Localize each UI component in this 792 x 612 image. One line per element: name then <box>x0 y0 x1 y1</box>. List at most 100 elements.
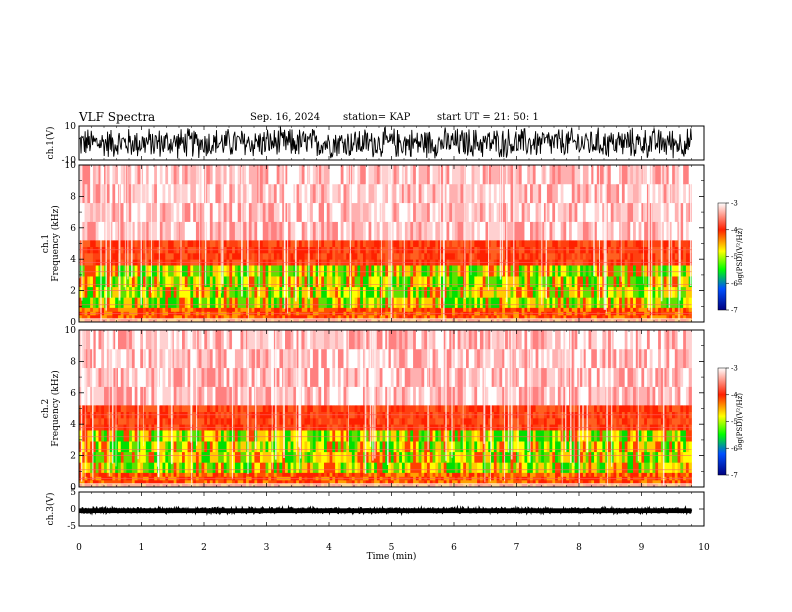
spectrogram-cell <box>215 472 219 477</box>
spectrogram-cell <box>685 286 690 298</box>
spectrogram-cell <box>87 330 91 350</box>
spectrogram-cell <box>488 202 492 222</box>
spectrogram-cell <box>162 183 166 204</box>
spectrogram-cell <box>599 307 603 312</box>
spectrogram-cell <box>663 252 667 260</box>
spectrogram-cell <box>465 221 470 241</box>
spectrogram-cell <box>112 265 116 277</box>
spectrogram-cell <box>552 297 556 309</box>
spectrogram-cell <box>159 240 163 248</box>
spectrogram-cell <box>106 307 111 312</box>
spectrogram-cell <box>140 430 144 442</box>
spectrogram-cell <box>619 265 623 277</box>
spectrogram-cell <box>435 221 439 241</box>
spectrogram-cell <box>530 307 534 312</box>
spectrogram-cell <box>346 165 350 185</box>
spectrogram-cell <box>452 183 456 204</box>
spectrogram-cell <box>95 297 99 309</box>
spectrogram-cell <box>162 276 166 288</box>
spectrogram-cell <box>226 430 230 442</box>
spectrogram-cell <box>588 165 592 185</box>
spectrogram-cell <box>368 276 372 288</box>
spectrogram-cell <box>126 430 130 442</box>
spectrogram-cell <box>304 367 308 387</box>
spectrogram-cell <box>616 221 620 241</box>
spectrogram-cell <box>493 252 498 260</box>
spectrogram-cell <box>312 265 317 277</box>
spectrogram-cell <box>187 348 191 369</box>
spectrogram-cell <box>471 165 475 185</box>
spectrogram-cell <box>115 276 119 288</box>
spectrogram-cell <box>112 297 116 309</box>
spectrogram-cell <box>479 252 484 260</box>
spectrogram-cell <box>304 405 308 413</box>
spectrogram-cell <box>137 479 141 484</box>
spectrogram-cell <box>84 202 88 222</box>
spectrogram-cell <box>362 165 367 185</box>
spectrogram-cell <box>140 451 144 463</box>
spectrogram-cell <box>630 307 634 312</box>
spectrogram-cell <box>220 348 225 369</box>
spectrogram-cell <box>418 165 422 185</box>
spectrogram-cell <box>310 405 314 413</box>
spectrogram-cell <box>168 221 172 241</box>
spectrogram-cell <box>237 183 241 204</box>
spectrogram-cell <box>232 451 236 463</box>
spectrogram-cell <box>607 286 612 298</box>
spectrogram-cell <box>123 405 127 413</box>
spectrogram-cell <box>432 276 436 288</box>
spectrogram-cell <box>507 314 511 319</box>
spectrogram-cell <box>95 183 99 204</box>
spectrogram-cell <box>259 405 264 413</box>
spectrogram-cell <box>594 314 598 319</box>
spectrogram-cell <box>446 183 450 204</box>
spectrogram-cell <box>248 348 253 369</box>
spectrogram-cell <box>452 202 456 222</box>
spectrogram-cell <box>513 314 517 319</box>
spectrogram-cell <box>382 297 386 309</box>
spectrogram-cell <box>555 221 559 241</box>
spectrogram-cell <box>190 183 194 204</box>
spectrogram-cell <box>173 462 177 474</box>
spectrogram-cell <box>215 297 219 309</box>
spectrogram-cell <box>212 307 216 312</box>
spectrogram-cell <box>491 202 495 222</box>
spectrogram-cell <box>293 297 297 309</box>
spectrogram-cell <box>168 386 172 406</box>
spectrogram-cell <box>106 417 111 425</box>
spectrogram-cell <box>385 221 389 241</box>
spectrogram-cell <box>285 348 289 369</box>
spectrogram-cell <box>585 286 589 298</box>
spectrogram-cell <box>109 307 113 312</box>
spectrogram-cell <box>491 297 495 309</box>
spectrogram-cell <box>265 462 269 474</box>
spectrogram-cell <box>541 297 545 309</box>
spectrogram-cell <box>220 417 225 425</box>
spectrogram-cell <box>195 367 200 387</box>
spectrogram-cell <box>262 430 266 442</box>
spectrogram-cell <box>98 240 102 248</box>
spectrogram-cell <box>81 405 85 413</box>
spectrogram-cell <box>257 430 261 442</box>
spectrogram-cell <box>401 165 406 185</box>
spectrogram-cell <box>449 307 453 312</box>
spectrogram-cell <box>502 276 506 288</box>
spectrogram-cell <box>396 183 400 204</box>
spectrogram-cell <box>212 430 216 442</box>
spectrogram-cell <box>443 252 447 260</box>
spectrogram-cell <box>354 202 358 222</box>
spectrogram-cell <box>154 472 158 477</box>
spectrogram-cell <box>538 265 542 277</box>
spectrogram-cell <box>310 472 314 477</box>
spectrogram-cell <box>627 307 631 312</box>
spectrogram-cell <box>259 472 264 477</box>
spectrogram-cell <box>335 165 339 185</box>
spectrogram-cell <box>335 314 339 319</box>
spectrogram-cell <box>357 307 361 312</box>
spectrogram-cell <box>396 252 400 260</box>
spectrogram-cell <box>407 265 411 277</box>
spectrogram-cell <box>159 183 163 204</box>
spectrogram-cell <box>683 202 687 222</box>
spectrogram-cell <box>574 286 578 298</box>
spectrogram-cell <box>279 240 283 248</box>
